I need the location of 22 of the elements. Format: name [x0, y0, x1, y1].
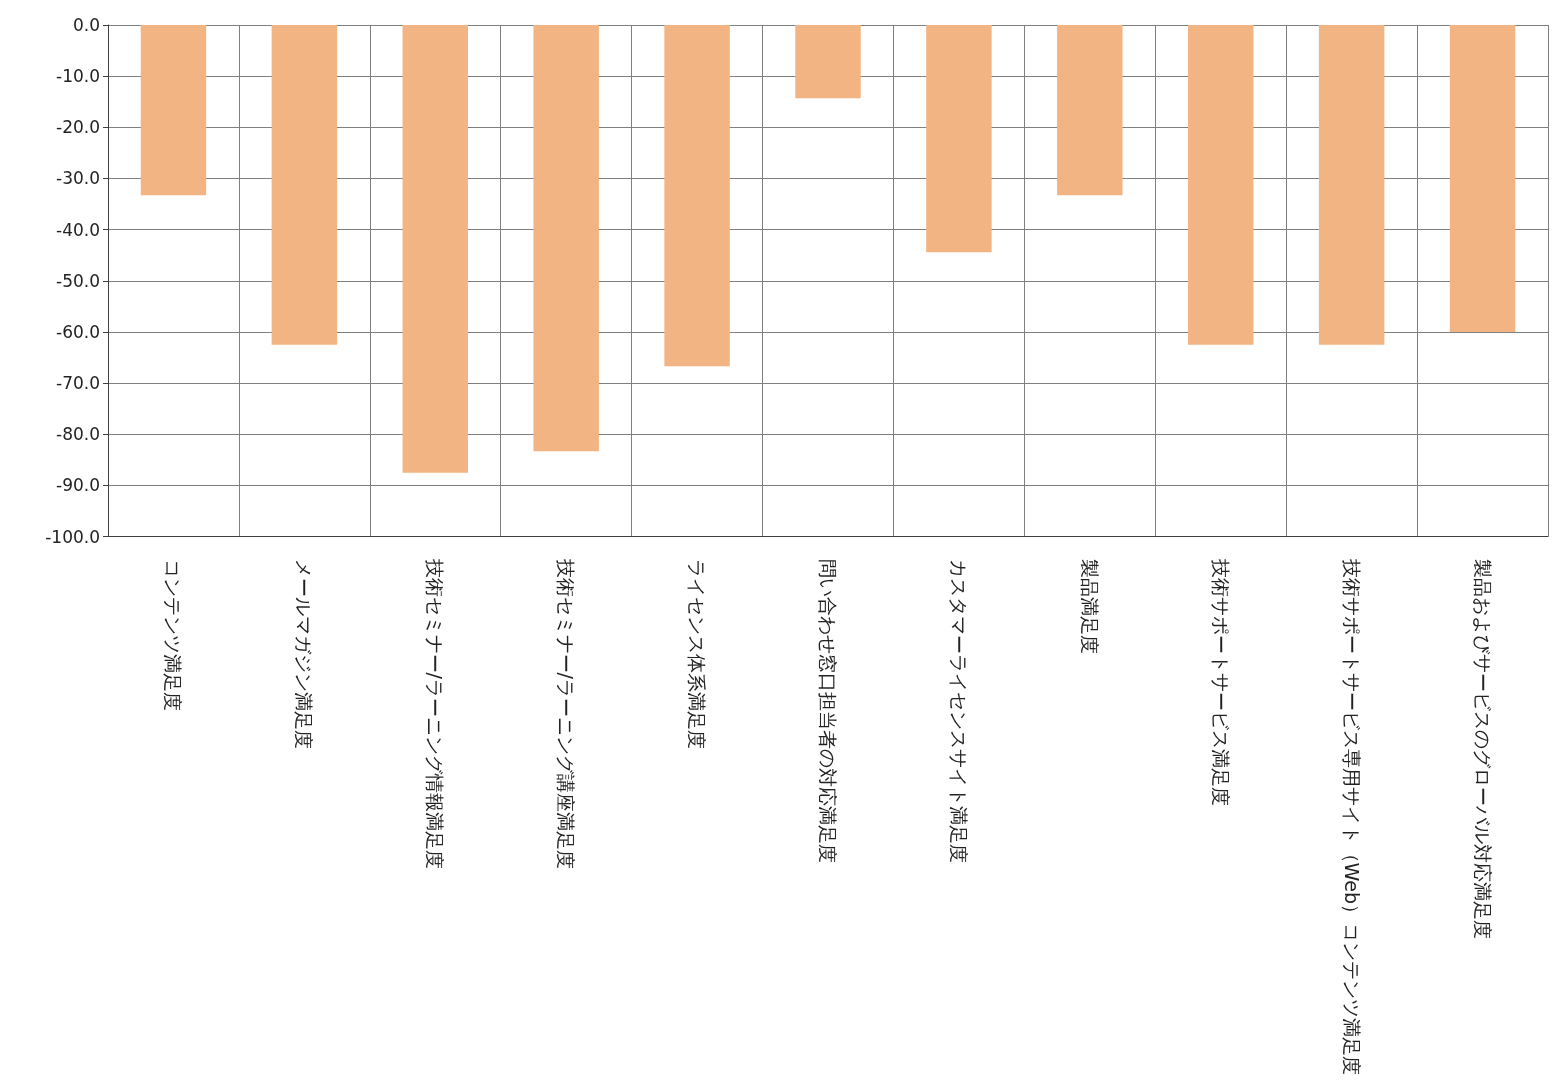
y-tick-label: -40.0 — [56, 219, 100, 240]
x-tick-label: コンテンツ満足度 — [162, 558, 185, 711]
x-tick-label: 問い合わせ窓口担当者の対応満足度 — [817, 558, 839, 863]
y-tick-label: -70.0 — [56, 373, 100, 394]
x-tick-label: 製品およびサービスのグローバル対応満足度 — [1471, 558, 1494, 939]
x-tick-label: 技術セミナー/ラーニング講座満足度 — [555, 557, 578, 869]
x-tick-label: カスタマーライセンスサイト満足度 — [947, 558, 970, 863]
y-tick-label: -50.0 — [56, 270, 100, 291]
x-tick-label: 技術セミナー/ラーニング情報満足度 — [424, 557, 447, 869]
y-tick-label: -100.0 — [45, 526, 100, 547]
x-tick-label: 製品満足度 — [1078, 558, 1101, 654]
y-tick-label: 0.0 — [72, 15, 100, 35]
x-tick-label: 技術サポートサービス専用サイト（Web）コンテンツ満足度 — [1340, 557, 1363, 1076]
x-tick-label: ライセンス体系満足度 — [686, 558, 709, 749]
y-tick-label: -80.0 — [56, 424, 100, 445]
y-tick-label: -60.0 — [56, 321, 100, 342]
y-tick-label: -10.0 — [56, 66, 100, 87]
y-tick-label: -20.0 — [56, 117, 100, 138]
y-tick-label: -30.0 — [56, 168, 100, 189]
x-tick-label: メールマガジン満足度 — [293, 558, 316, 749]
x-tick-label: 技術サポートサービス満足度 — [1209, 557, 1232, 806]
y-tick-label: -90.0 — [56, 475, 100, 496]
